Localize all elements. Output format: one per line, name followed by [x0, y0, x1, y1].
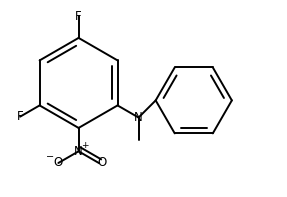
Text: O: O [54, 156, 63, 169]
Text: N: N [134, 111, 143, 124]
Text: N: N [74, 145, 83, 158]
Text: F: F [75, 10, 82, 23]
Text: +: + [81, 141, 89, 150]
Text: F: F [17, 110, 24, 123]
Text: −: − [46, 152, 54, 162]
Text: O: O [98, 156, 107, 169]
